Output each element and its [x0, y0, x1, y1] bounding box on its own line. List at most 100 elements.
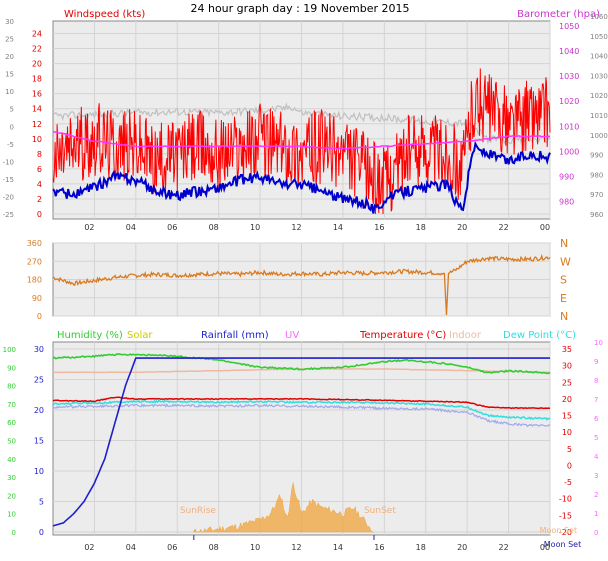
baro-outer-tick: 1010 [590, 112, 608, 120]
uv-y-tick: 6 [594, 415, 599, 423]
baro-outer-tick: 1030 [590, 72, 608, 80]
wind-y-tick: 2 [37, 195, 42, 204]
wind-panel: Windspeed (kts) Barometer (hpa)0246810121… [3, 9, 608, 232]
temp-y-tick: -20 [559, 528, 572, 537]
wind-x-tick: 02 [84, 223, 94, 232]
windspeed-line [52, 68, 551, 215]
temp-y-tick: 20 [562, 395, 572, 404]
wind-x-tick: 00 [540, 223, 550, 232]
humidity-y-tick: 30 [7, 474, 16, 482]
baro-outer-tick: 970 [590, 191, 603, 199]
baro-outer-tick: 980 [590, 171, 603, 179]
sun-annotation: SunRise [180, 506, 217, 516]
temp-y-tick: 30 [562, 362, 572, 371]
wind-x-tick: 14 [333, 223, 343, 232]
baro-outer-tick: 1060 [590, 13, 608, 21]
temp-x-tick: 16 [374, 543, 384, 552]
temp-x-tick: 22 [498, 543, 508, 552]
wind-y-tick: 8 [37, 150, 42, 159]
rain-y-tick: 30 [34, 345, 44, 354]
uv-y-tick: 1 [594, 510, 598, 518]
humidity-y-tick: 20 [7, 492, 16, 500]
wind-x-tick: 20 [457, 223, 467, 232]
wind-x-tick: 04 [126, 223, 136, 232]
temp-y-tick: -5 [564, 478, 572, 487]
graph-title: 24 hour graph day : 19 November 2015 [190, 2, 409, 15]
temp-x-tick: 18 [416, 543, 426, 552]
wind-x-tick: 22 [498, 223, 508, 232]
legend-entry: Dew Point (°C) [503, 330, 576, 341]
temp-y-tick: 15 [562, 412, 572, 421]
wind-y-tick: 10 [32, 135, 42, 144]
wind-outer-tick: 20 [5, 53, 14, 61]
rainfall-line [52, 357, 550, 527]
wind-avg-direction-line [52, 102, 551, 145]
dew-point-line [52, 399, 551, 421]
wind-y-tick: 18 [32, 75, 42, 84]
temp-y-tick: 0 [567, 461, 572, 470]
uv-y-tick: 2 [594, 491, 598, 499]
uv-y-tick: 3 [594, 472, 598, 480]
wind-y-tick: 22 [32, 45, 42, 54]
direction-line [53, 253, 551, 316]
dir-y-tick: 360 [27, 239, 42, 248]
humidity-y-tick: 70 [7, 401, 16, 409]
temp-y-tick: -10 [559, 495, 572, 504]
wind-outer-tick: -15 [3, 176, 14, 184]
baro-y-tick: 1030 [559, 72, 579, 81]
wind-outer-tick: 30 [5, 18, 14, 26]
wind-x-tick: 10 [250, 223, 260, 232]
dir-y-tick: 270 [27, 257, 42, 266]
baro-y-tick: 990 [559, 172, 574, 181]
baro-outer-tick: 1000 [590, 132, 608, 140]
baro-y-tick: 980 [559, 197, 574, 206]
legend-entry: Indoor [449, 330, 482, 341]
baro-y-tick: 1050 [559, 22, 579, 31]
wind-y-tick: 16 [32, 90, 42, 99]
wind-y-tick: 20 [32, 60, 42, 69]
uv-y-tick: 8 [594, 377, 598, 385]
temp-x-tick: 20 [457, 543, 467, 552]
humidity-y-tick: 100 [3, 346, 16, 354]
uv-y-tick: 0 [594, 529, 598, 537]
wind-outer-tick: 25 [5, 36, 14, 44]
wind-outer-tick: 10 [5, 88, 14, 96]
baro-y-tick: 1000 [559, 147, 579, 156]
solar-area [193, 482, 374, 533]
rain-y-tick: 10 [34, 467, 44, 476]
baro-y-tick: 1040 [559, 47, 579, 56]
rain-y-tick: 20 [34, 406, 44, 415]
wind-y-tick: 24 [32, 30, 42, 39]
humidity-y-tick: 0 [12, 529, 16, 537]
humidity-line [52, 353, 551, 375]
barometer-axis-label: Barometer (hpa) [517, 9, 600, 20]
legend-entry: UV [285, 330, 299, 341]
moon-annotation: Moon Set [540, 526, 577, 535]
wind-x-tick: 16 [374, 223, 384, 232]
wind-y-tick: 0 [37, 210, 42, 219]
dir-y-tick: 0 [37, 312, 42, 321]
uv-y-tick: 4 [594, 453, 599, 461]
wind-x-tick: 18 [416, 223, 426, 232]
avg-speed-line [52, 140, 551, 214]
temp-y-tick: 35 [562, 345, 572, 354]
uv-y-tick: 10 [594, 339, 603, 347]
legend-entry: Rainfall (mm) [201, 330, 269, 341]
legend-entry: Humidity (%) [57, 330, 123, 341]
temp-y-tick: 5 [567, 445, 572, 454]
legend-entry: Solar [127, 330, 153, 341]
humidity-y-tick: 60 [7, 419, 16, 427]
uv-y-tick: 9 [594, 358, 598, 366]
rain-y-tick: 25 [34, 376, 44, 385]
compass-label: W [560, 255, 571, 268]
wind-outer-tick: -5 [7, 141, 14, 149]
humidity-y-tick: 90 [7, 364, 16, 372]
apparent-line [52, 403, 551, 428]
barometer-line [52, 130, 551, 150]
wind-y-tick: 12 [32, 120, 42, 129]
temperature-line [52, 396, 551, 410]
rain-y-tick: 0 [39, 528, 44, 537]
baro-outer-tick: 1050 [590, 33, 608, 41]
